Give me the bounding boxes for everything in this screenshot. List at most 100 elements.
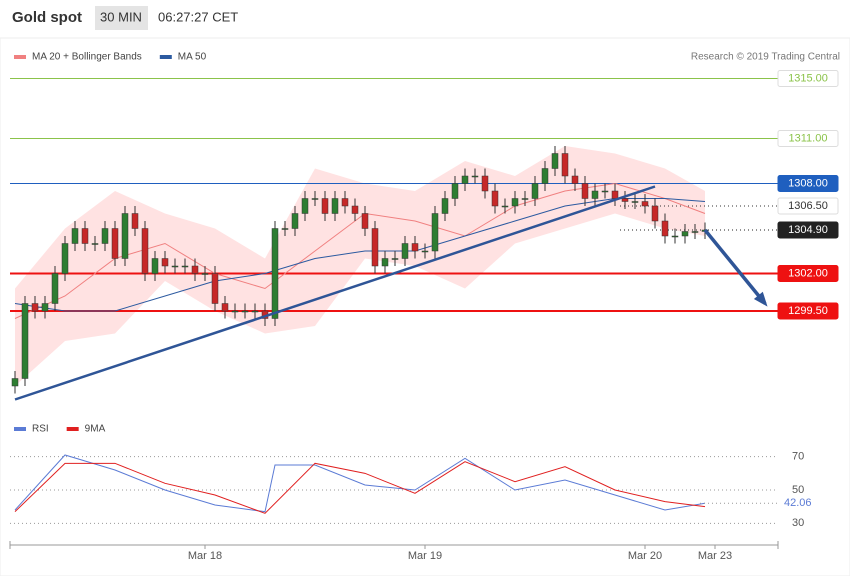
arrow-head (753, 291, 768, 307)
legend-label: MA 50 (178, 52, 207, 63)
source: Research © 2019 Trading Central (691, 52, 840, 63)
level-label-box (777, 221, 839, 239)
level-label-box (777, 130, 839, 147)
level-label: 1315.00 (788, 72, 828, 84)
legend-swatch (14, 427, 26, 431)
candle-body (401, 243, 409, 259)
level-label: 1304.90 (788, 224, 828, 236)
candle-body (571, 175, 579, 184)
candle-body (201, 273, 209, 275)
legend-label: MA 20 + Bollinger Bands (32, 52, 142, 63)
interval-box (95, 6, 148, 30)
last-value-label: 42.06 (784, 497, 812, 509)
candle-body (111, 228, 119, 259)
candle-body (291, 213, 299, 229)
candle-body (481, 175, 489, 192)
candle-body (411, 243, 419, 252)
level-label: 1308.00 (788, 177, 828, 189)
level-label-box (777, 302, 839, 320)
title: Gold spot (12, 9, 82, 26)
candle-body (91, 243, 99, 245)
candle-body (51, 273, 59, 304)
candle-body (381, 258, 389, 267)
indicator-line (14, 454, 706, 513)
x-tick-label: Mar 19 (408, 550, 442, 562)
candle-body (561, 153, 569, 177)
candle-body (581, 183, 589, 199)
legend-swatch (66, 427, 79, 431)
candle-body (271, 228, 279, 319)
candle-body (41, 303, 49, 312)
candle-body (661, 220, 669, 237)
candle-body (341, 198, 349, 207)
candle-body (151, 258, 159, 274)
candle-body (371, 228, 379, 267)
candle-body (391, 258, 399, 260)
candle-body (281, 228, 289, 230)
candle-body (621, 198, 629, 202)
candle-body (121, 213, 129, 259)
time: 06:27:27 CET (158, 9, 238, 24)
candle-body (251, 310, 259, 313)
candle-body (61, 243, 69, 274)
forecast-arrow (703, 228, 767, 305)
bollinger-band (15, 146, 705, 386)
x-tick-label: Mar 23 (698, 550, 732, 562)
candle-body (611, 190, 619, 199)
candle-body (521, 198, 529, 200)
level-label: 1299.50 (788, 305, 828, 317)
chart-frame (0, 37, 850, 576)
candle-body (321, 198, 329, 214)
candle-body (651, 205, 659, 222)
y-tick-label: 70 (792, 451, 804, 463)
candle-body (161, 258, 169, 267)
candle-body (501, 205, 509, 208)
overlay-line (14, 198, 706, 312)
candle-body (431, 213, 439, 252)
candle-body (681, 231, 689, 237)
indicator-line (14, 461, 706, 514)
level-label-box (777, 175, 839, 192)
candle-body (361, 213, 369, 229)
candle-body (671, 235, 679, 238)
candle-body (441, 198, 449, 214)
candle-body (601, 190, 609, 193)
interval: 30 MIN (100, 9, 142, 24)
candle-body (511, 198, 519, 207)
candle-body (531, 183, 539, 199)
legend-label: 9MA (85, 424, 106, 435)
x-tick-label: Mar 18 (188, 550, 222, 562)
candle-body (191, 265, 199, 274)
candle-body (311, 198, 319, 200)
candle-body (631, 201, 639, 203)
legend-label: RSI (32, 424, 49, 435)
candle-body (171, 265, 179, 268)
level-label-box (777, 197, 839, 215)
legend-swatch (159, 55, 172, 59)
level-label: 1306.50 (788, 200, 828, 212)
legend-swatch (14, 55, 26, 59)
candle-body (551, 153, 559, 169)
candle-body (131, 213, 139, 229)
candle-body (331, 198, 339, 214)
candle-body (641, 201, 649, 207)
candle-body (351, 205, 359, 214)
candle-body (81, 228, 89, 244)
candle-body (451, 183, 459, 199)
y-tick-label: 50 (792, 484, 804, 496)
candle-body (231, 310, 239, 313)
candle-body (31, 303, 39, 312)
candle-body (181, 265, 189, 268)
candle-body (421, 250, 429, 253)
candle-body (491, 190, 499, 207)
candle-body (691, 231, 699, 233)
level-label-box (777, 265, 839, 282)
y-tick-label: 30 (792, 517, 804, 529)
candle-body (21, 303, 29, 379)
trendline (14, 185, 656, 401)
candle-body (301, 198, 309, 214)
candle-body (211, 273, 219, 304)
level-label: 1302.00 (788, 267, 828, 279)
candle-body (461, 175, 469, 184)
